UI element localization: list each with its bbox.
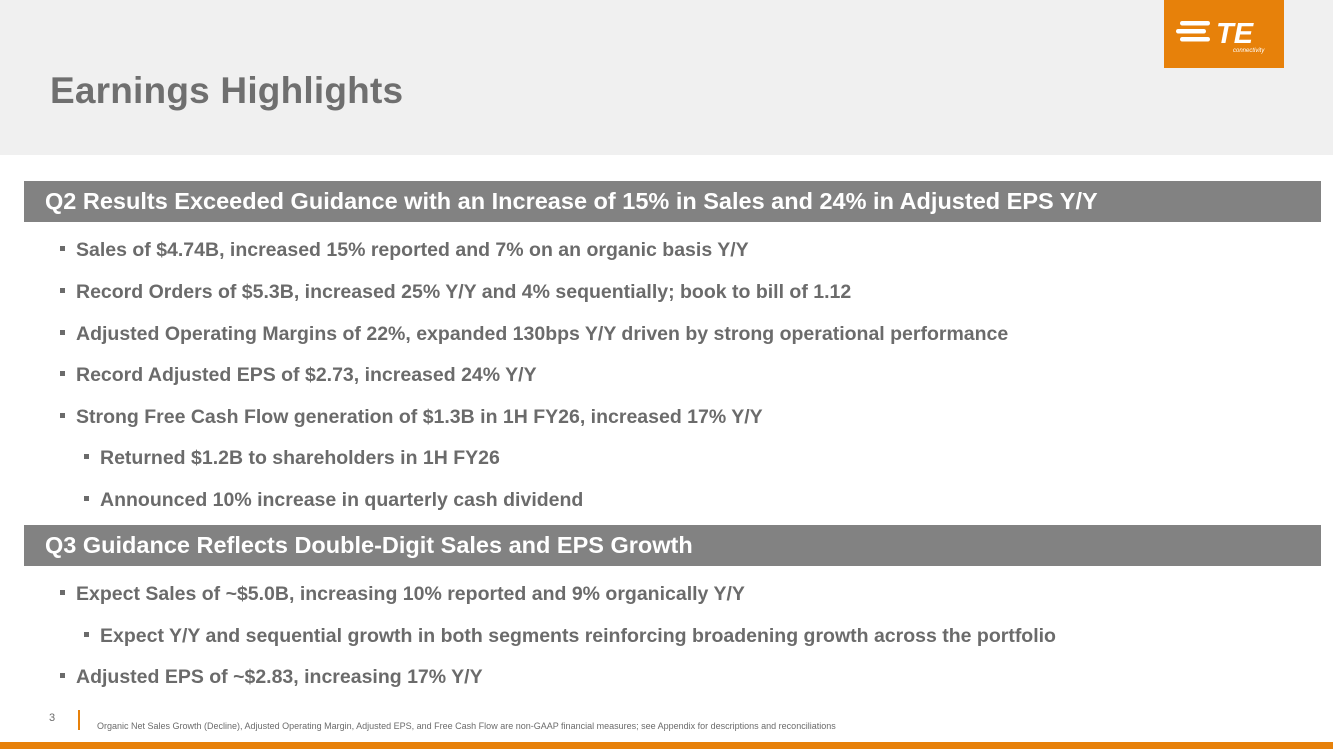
page-title: Earnings Highlights: [50, 70, 404, 111]
page-number: 3: [49, 712, 56, 724]
bullet-record-orders: Record Orders of $5.3B, increased 25% Y/…: [60, 280, 851, 304]
logo-subtext: connectivity: [1233, 48, 1265, 54]
bottom-stripe: [0, 742, 1333, 749]
bullet-square-icon: [60, 246, 65, 252]
bullet-square-icon: [60, 371, 65, 377]
bullet-square-icon: [60, 673, 65, 679]
footnote: Organic Net Sales Growth (Decline), Adju…: [97, 721, 836, 731]
te-connectivity-logo: TE connectivity: [1164, 0, 1284, 68]
bullet-square-icon: [60, 288, 65, 294]
sub-bullet-returned-shareholders: Returned $1.2B to shareholders in 1H FY2…: [84, 446, 500, 470]
q3-guidance-heading: Q3 Guidance Reflects Double-Digit Sales …: [24, 525, 1321, 566]
bullet-square-icon: [60, 330, 65, 336]
bullet-square-icon: [60, 413, 65, 419]
bullet-adjusted-eps: Record Adjusted EPS of $2.73, increased …: [60, 363, 537, 387]
bullet-sales: Sales of $4.74B, increased 15% reported …: [60, 238, 749, 262]
bullet-operating-margins: Adjusted Operating Margins of 22%, expan…: [60, 322, 1008, 346]
bullet-square-icon: [84, 454, 89, 460]
bullet-square-icon: [84, 496, 89, 502]
header-band: [0, 0, 1333, 155]
sub-bullet-dividend: Announced 10% increase in quarterly cash…: [84, 488, 583, 512]
bullet-square-icon: [60, 590, 65, 596]
sub-bullet-segment-growth: Expect Y/Y and sequential growth in both…: [84, 624, 1056, 648]
bullet-guidance-eps: Adjusted EPS of ~$2.83, increasing 17% Y…: [60, 665, 483, 689]
te-logo-icon: TE connectivity: [1176, 18, 1265, 54]
q2-results-heading: Q2 Results Exceeded Guidance with an Inc…: [24, 181, 1321, 222]
bullet-expect-sales: Expect Sales of ~$5.0B, increasing 10% r…: [60, 582, 745, 606]
logo-text: TE: [1216, 18, 1255, 50]
bullet-square-icon: [84, 632, 89, 638]
bullet-free-cash-flow: Strong Free Cash Flow generation of $1.3…: [60, 405, 763, 429]
footer-divider: [78, 710, 80, 730]
